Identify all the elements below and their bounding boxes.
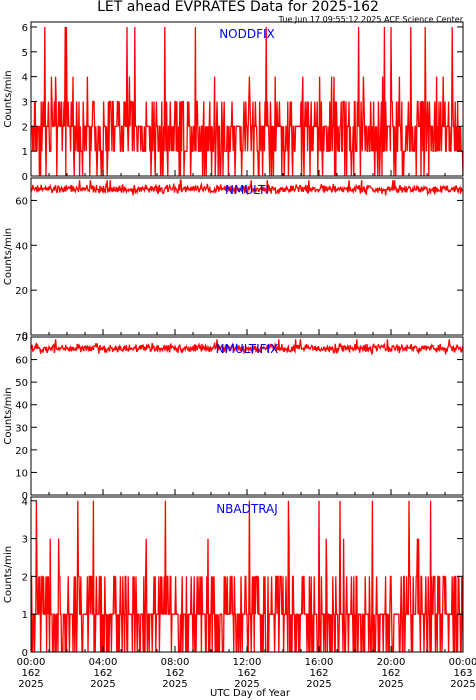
y-axis-label: Counts/min	[3, 387, 14, 444]
y-tick-label: 30	[15, 423, 28, 434]
x-tick-label-day: 163	[453, 668, 472, 679]
x-tick-label-time: 04:00	[89, 657, 118, 668]
y-tick-label: 0	[22, 331, 28, 342]
y-axis-label: Counts/min	[3, 70, 14, 127]
y-axis: 0 20 40 60	[15, 196, 463, 342]
x-tick-label-year: 2025	[162, 679, 187, 690]
panel-label: NMULTIFIX	[216, 342, 279, 356]
y-tick-label: 3	[22, 97, 28, 108]
y-tick-label: 20	[15, 446, 28, 457]
x-axis-label: UTC Day of Year	[210, 688, 291, 699]
y-tick-label: 5	[22, 48, 28, 59]
series-line-nmulti	[31, 179, 463, 197]
x-tick-label-year: 2025	[234, 679, 259, 690]
series-line-nmultifix	[31, 339, 463, 356]
panel-label: NODDFIX	[219, 27, 275, 41]
y-axis-label: Counts/min	[3, 546, 14, 603]
y-axis: 0 1 2 3 4 5 6	[22, 23, 463, 183]
panel-nmulti: 0 20 40 60 Counts/min NMULTI	[3, 177, 464, 342]
y-tick-label: 60	[15, 356, 28, 367]
x-tick-label-time: 20:00	[377, 657, 406, 668]
x-tick-label-year: 2025	[378, 679, 403, 690]
y-tick-label: 3	[22, 535, 28, 546]
panel-nbadtraj: 0 1 2 3 4 Counts/min NBADTRAJ	[3, 496, 464, 659]
x-tick-label-time: 00:00	[17, 657, 46, 668]
series-line-noddfix	[31, 26, 463, 176]
y-tick-label: 2	[22, 572, 28, 583]
x-tick-label-day: 162	[309, 668, 328, 679]
y-tick-label: 0	[22, 172, 28, 183]
panel-label: NBADTRAJ	[216, 502, 278, 516]
y-tick-label: 60	[15, 196, 28, 207]
x-tick-label-day: 162	[93, 668, 112, 679]
x-tick-label-time: 16:00	[305, 657, 334, 668]
x-axis: 00:00162202504:00162202508:00162202512:0…	[17, 170, 476, 690]
x-tick-label-time: 08:00	[161, 657, 190, 668]
x-tick-label-year: 2025	[18, 679, 43, 690]
plot-frame	[30, 177, 464, 336]
y-tick-label: 1	[22, 147, 28, 158]
x-tick-label-day: 162	[237, 668, 256, 679]
x-tick-label-day: 162	[21, 668, 40, 679]
x-tick-label-time: 12:00	[233, 657, 262, 668]
figure-title: LET ahead EVPRATES Data for 2025-162	[97, 0, 379, 15]
series-line-nbadtraj	[31, 500, 463, 652]
y-axis: 0 1 2 3 4	[22, 497, 463, 659]
y-tick-label: 2	[22, 122, 28, 133]
y-axis: 0 10 20 30 40 50 60 70	[15, 333, 463, 502]
panel-noddfix: 0 1 2 3 4 5 6 Counts/min NODDFIX	[3, 21, 464, 183]
y-tick-label: 70	[15, 333, 28, 344]
timestamp-label: Tue Jun 17 09:55:12 2025 ACE Science Cen…	[278, 15, 464, 24]
y-tick-label: 0	[22, 491, 28, 502]
y-tick-label: 40	[15, 401, 28, 412]
x-tick-label-year: 2025	[306, 679, 331, 690]
y-tick-label: 6	[22, 23, 28, 34]
panel-label: NMULTI	[225, 183, 269, 197]
y-tick-label: 4	[22, 73, 28, 84]
x-tick-label-year: 2025	[90, 679, 115, 690]
x-tick-label-day: 162	[381, 668, 400, 679]
y-tick-label: 10	[15, 468, 28, 479]
x-tick-label-year: 2025	[450, 679, 475, 690]
y-tick-label: 0	[22, 648, 28, 659]
x-tick-label-time: 00:00	[449, 657, 476, 668]
y-tick-label: 4	[22, 497, 28, 508]
y-tick-label: 20	[15, 286, 28, 297]
plot-frame	[30, 336, 464, 496]
chart-panels: 0123456Counts/minNODDFIX0204060Counts/mi…	[3, 21, 464, 659]
x-tick-label-day: 162	[165, 668, 184, 679]
panel-nmultifix: 0 10 20 30 40 50 60 70 Counts/min NMULTIFIX	[3, 333, 464, 502]
y-axis-label: Counts/min	[3, 228, 14, 285]
y-tick-label: 40	[15, 241, 28, 252]
y-tick-label: 1	[22, 610, 28, 621]
y-tick-label: 50	[15, 378, 28, 389]
